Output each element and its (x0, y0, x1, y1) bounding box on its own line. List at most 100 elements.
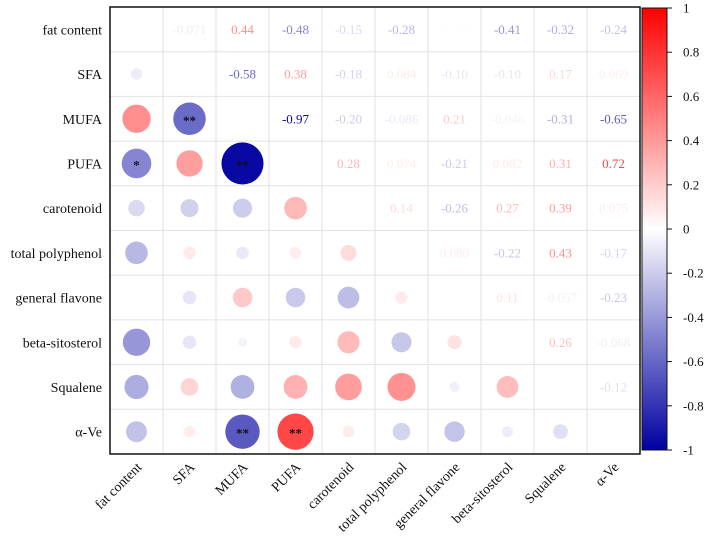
corr-circle (183, 246, 196, 260)
corr-circle (122, 328, 151, 356)
corr-circle (180, 378, 199, 396)
corr-circle (225, 414, 260, 449)
corr-value: -0.10 (494, 67, 521, 82)
corr-value: 0.28 (337, 156, 360, 171)
corr-value: 0.069 (599, 67, 628, 82)
corr-circle (230, 375, 255, 399)
corr-value: -0.26 (441, 201, 469, 216)
significance-mark: ** (183, 113, 196, 128)
corr-value: 0.17 (549, 67, 572, 82)
column-label: PUFA (269, 460, 305, 496)
corr-value: -0.057 (544, 290, 578, 305)
corr-circle (182, 335, 197, 349)
corr-value: -0.58 (229, 67, 256, 82)
colorbar-tick-label: -0.2 (683, 266, 704, 281)
corr-circle (449, 381, 460, 393)
row-label: carotenoid (43, 202, 102, 217)
corr-circle (283, 375, 308, 399)
corr-value: -0.15 (335, 22, 362, 37)
corr-value: 0.44 (231, 22, 254, 37)
corr-circle (125, 241, 148, 265)
corr-value: 0.72 (602, 156, 625, 171)
corr-circle (173, 102, 206, 136)
corr-value: -0.65 (600, 111, 627, 126)
corr-circle (232, 198, 253, 218)
corr-circle (232, 287, 253, 308)
corr-circle (391, 332, 412, 353)
corr-value: -0.18 (335, 67, 362, 82)
corr-value: 0.074 (387, 156, 417, 171)
corr-value: 0.38 (284, 67, 307, 82)
corr-circle (130, 68, 143, 80)
colorbar-tick-label: 0.8 (683, 45, 699, 60)
corr-value: -0.24 (600, 22, 628, 37)
corr-circle (284, 196, 307, 220)
corr-circle (237, 337, 248, 347)
row-label: Squalene (51, 381, 102, 396)
corr-value: -0.071 (173, 22, 207, 37)
corr-circle (496, 376, 519, 398)
significance-mark: ** (236, 426, 249, 441)
corr-value: -0.17 (600, 245, 628, 260)
corr-value: -0.20 (335, 111, 362, 126)
significance-mark: * (133, 157, 140, 172)
corr-value: -0.41 (494, 22, 521, 37)
plot-frame (109, 6, 641, 455)
corr-circle (183, 426, 196, 438)
corr-circle (337, 286, 360, 309)
corr-value: -0.97 (282, 111, 310, 126)
column-label: α-Ve (593, 460, 623, 490)
corr-value: 0.075 (599, 201, 628, 216)
column-label: Squalene (522, 460, 569, 507)
corr-circle (221, 142, 264, 185)
corr-value: -0.48 (282, 22, 309, 37)
corr-value: 0.43 (549, 245, 572, 260)
column-label: fat content (93, 460, 146, 513)
corr-circle (392, 422, 411, 441)
column-label: MUFA (213, 460, 252, 499)
corr-value: 0.39 (549, 201, 572, 216)
corr-circle (501, 426, 514, 438)
corr-circle (553, 424, 568, 440)
corr-value: -0.068 (597, 335, 631, 350)
corr-value: -0.31 (547, 111, 574, 126)
corr-value: -0.22 (494, 245, 521, 260)
colorbar-tick-label: -1 (683, 443, 694, 458)
colorbar-tick-label: 0.6 (683, 89, 700, 104)
corr-circle (176, 150, 203, 177)
corr-circle (180, 199, 199, 218)
corr-value: -0.046 (491, 111, 525, 126)
column-label: carotenoid (305, 460, 357, 512)
row-label: MUFA (63, 113, 103, 128)
corr-circle (124, 374, 149, 400)
row-label: fat content (43, 23, 103, 38)
row-label: PUFA (67, 157, 103, 172)
corr-circle (289, 336, 302, 349)
corr-circle (447, 335, 462, 350)
corr-circle (335, 373, 362, 401)
corr-circle (340, 244, 357, 261)
colorbar-tick-label: 0 (683, 222, 690, 237)
corr-value: 0.082 (493, 156, 522, 171)
corr-value: -0.004 (438, 22, 472, 37)
corr-value: -0.10 (441, 67, 468, 82)
row-label: total polyphenol (11, 247, 102, 262)
row-label: beta-sitosterol (23, 336, 102, 351)
corr-circle (444, 421, 465, 442)
grid (110, 7, 640, 454)
corr-value: 0.084 (387, 67, 417, 82)
colorbar-tick-label: 0.2 (683, 177, 699, 192)
corr-circle (128, 199, 145, 217)
corr-circle (121, 148, 152, 179)
colorbar-tick-label: 0.4 (683, 133, 700, 148)
corr-circle (285, 287, 306, 308)
colorbar-tick-label: -0.6 (683, 354, 704, 369)
corr-circle (387, 372, 416, 401)
row-label: general flavone (15, 292, 102, 307)
corr-circle (126, 421, 147, 443)
corr-value: 0.11 (496, 290, 518, 305)
colorbar-gradient (641, 7, 668, 451)
row-label: α-Ve (75, 426, 102, 441)
